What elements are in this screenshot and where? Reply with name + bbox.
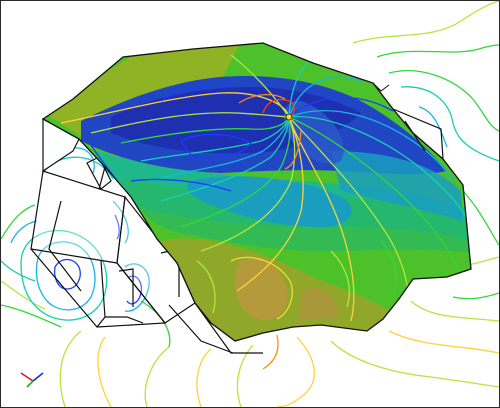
contour-line <box>388 70 499 132</box>
contour-line <box>388 330 499 354</box>
building-edge <box>96 260 106 328</box>
contour-line <box>59 330 82 407</box>
contour-line <box>288 116 460 272</box>
building-wall-bottom <box>30 248 167 328</box>
xyz-triad-icon <box>20 372 44 388</box>
contour-line <box>150 116 290 182</box>
contour-line <box>380 240 397 298</box>
building-edge <box>48 200 82 292</box>
contour-line <box>238 93 286 104</box>
building-edge <box>105 316 144 324</box>
building-wall-front <box>30 170 126 264</box>
contour-line <box>196 348 212 407</box>
contour-line <box>462 190 499 246</box>
contour-line <box>112 200 129 244</box>
building-edge <box>98 166 106 190</box>
contour-line <box>120 116 290 144</box>
contour-line <box>236 116 304 292</box>
contour-line <box>410 300 499 322</box>
contour-line <box>10 220 38 244</box>
contour-line <box>1 280 46 310</box>
contour-line <box>1 204 36 240</box>
contour-line <box>1 304 62 328</box>
contour-line <box>418 106 448 148</box>
contour-line <box>262 334 279 370</box>
contour-line <box>288 115 468 222</box>
contour-line <box>180 116 291 228</box>
building <box>30 117 263 354</box>
contour-line <box>53 258 81 290</box>
contour-line <box>330 340 499 388</box>
contour-line <box>230 256 293 320</box>
contour-line <box>400 86 499 162</box>
contour-line <box>262 98 295 118</box>
contour-line <box>35 241 96 311</box>
contour-line <box>288 116 355 322</box>
contour-line <box>330 250 350 308</box>
mast-top <box>285 113 293 121</box>
contour-line <box>466 256 499 266</box>
mast-cable <box>372 82 390 92</box>
contour-line <box>90 112 290 134</box>
contour-line <box>1 260 36 282</box>
contour-line <box>114 214 120 240</box>
contour-line <box>352 1 499 44</box>
contour-line <box>97 336 112 407</box>
contour-line <box>124 263 150 312</box>
contour-line <box>230 54 290 118</box>
building-edge <box>194 302 263 354</box>
building-edge <box>86 156 112 190</box>
contour-line <box>376 44 499 58</box>
contour-line <box>144 346 170 407</box>
canopy-outline <box>41 42 472 342</box>
contour-line <box>288 96 394 118</box>
contour-line <box>200 116 296 252</box>
contour-line <box>276 336 315 407</box>
contour-line <box>60 92 290 124</box>
contour-line <box>196 260 216 314</box>
building-edge <box>392 108 444 160</box>
building-edge <box>118 268 134 307</box>
contour-line <box>236 344 254 407</box>
contour-line <box>130 178 232 192</box>
contour-line <box>288 110 454 182</box>
contour-line <box>160 84 232 102</box>
building-edge <box>404 120 426 152</box>
building-edge <box>168 304 234 354</box>
contour-line <box>160 116 290 202</box>
contour-line <box>284 130 302 170</box>
contour-line <box>180 133 252 159</box>
contour-line <box>452 292 499 300</box>
contour-line <box>20 229 108 321</box>
building-overlay <box>98 108 444 190</box>
